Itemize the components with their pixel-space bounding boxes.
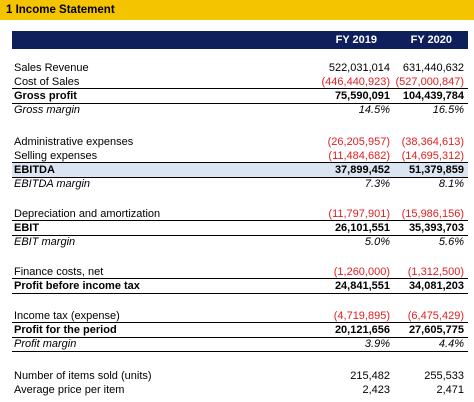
row-average-price: Average price per item 2,423 2,471 [12,383,468,397]
column-header-fy2020: FY 2020 [410,34,452,46]
value-fy2019: 2,423 [362,384,390,396]
value-fy2019: (4,719,895) [333,310,390,322]
value-fy2020: 104,439,784 [402,90,464,102]
value-fy2020: 4.4% [438,338,464,350]
value-fy2019: 7.3% [364,178,390,190]
row-cost-of-sales: Cost of Sales (446,440,923) (527,000,847… [12,75,468,89]
row-profit-before-tax: Profit before income tax 24,841,551 34,0… [12,278,468,294]
row-label: Profit before income tax [14,280,140,292]
value-fy2019: (1,260,000) [333,266,390,278]
row-profit-for-period: Profit for the period 20,121,656 27,605,… [12,322,468,338]
value-fy2020: (1,312,500) [407,266,464,278]
row-label: Finance costs, net [14,266,104,278]
value-fy2020: (14,695,312) [401,150,464,162]
row-administrative-expenses: Administrative expenses (26,205,957) (38… [12,135,468,149]
row-label: EBIT [14,222,40,234]
row-items-sold: Number of items sold (units) 215,482 255… [12,369,468,383]
row-label: EBIT margin [14,236,76,248]
row-label: EBITDA [14,164,55,176]
row-label: Depreciation and amortization [14,208,161,220]
value-fy2020: (38,364,613) [401,136,464,148]
value-fy2020: 16.5% [432,104,464,116]
row-label: Profit for the period [14,324,117,336]
column-header-fy2019: FY 2019 [335,34,377,46]
row-finance-costs: Finance costs, net (1,260,000) (1,312,50… [12,265,468,279]
row-ebitda-margin: EBITDA margin 7.3% 8.1% [12,177,468,191]
value-fy2019: 37,899,452 [334,164,390,176]
row-label: EBITDA margin [14,178,91,190]
value-fy2019: (446,440,923) [321,76,391,88]
value-fy2020: 255,533 [424,370,464,382]
row-label: Income tax (expense) [14,310,120,322]
row-label: Administrative expenses [14,136,134,148]
column-header-bar: FY 2019 FY 2020 [12,31,468,49]
value-fy2019: (26,205,957) [327,136,390,148]
value-fy2020: 27,605,775 [408,324,464,336]
value-fy2019: 215,482 [350,370,390,382]
value-fy2019: 5.0% [364,236,390,248]
value-fy2020: 8.1% [438,178,464,190]
row-gross-margin: Gross margin 14.5% 16.5% [12,103,468,117]
row-ebitda: EBITDA 37,899,452 51,379,859 [12,162,468,178]
value-fy2019: 14.5% [358,104,390,116]
row-label: Gross margin [14,104,81,116]
row-label: Cost of Sales [14,76,80,88]
row-profit-margin: Profit margin 3.9% 4.4% [12,337,468,352]
row-ebit-margin: EBIT margin 5.0% 5.6% [12,235,468,249]
value-fy2019: (11,484,682) [328,150,390,162]
value-fy2020: 2,471 [436,384,464,396]
value-fy2020: 631,440,632 [402,62,464,74]
row-income-tax: Income tax (expense) (4,719,895) (6,475,… [12,309,468,323]
value-fy2020: 5.6% [438,236,464,248]
value-fy2019: 24,841,551 [334,280,390,292]
row-label: Selling expenses [14,150,98,162]
row-label: Number of items sold (units) [14,370,152,382]
value-fy2019: 3.9% [364,338,390,350]
value-fy2019: 20,121,656 [334,324,390,336]
row-depreciation-amortization: Depreciation and amortization (11,797,90… [12,207,468,221]
row-ebit: EBIT 26,101,551 35,393,703 [12,220,468,236]
sheet-title: 1 Income Statement [0,0,474,20]
row-label: Gross profit [14,90,77,102]
value-fy2020: (15,986,156) [401,208,464,220]
value-fy2020: 35,393,703 [408,222,464,234]
row-label: Profit margin [14,338,77,350]
row-selling-expenses: Selling expenses (11,484,682) (14,695,31… [12,149,468,163]
value-fy2019: 75,590,091 [334,90,390,102]
value-fy2019: (11,797,901) [328,208,390,220]
row-label: Sales Revenue [14,62,89,74]
row-sales-revenue: Sales Revenue 522,031,014 631,440,632 [12,61,468,75]
value-fy2020: 34,081,203 [408,280,464,292]
row-gross-profit: Gross profit 75,590,091 104,439,784 [12,88,468,104]
row-label: Average price per item [14,384,125,396]
value-fy2020: 51,379,859 [408,164,464,176]
value-fy2019: 522,031,014 [328,62,390,74]
value-fy2020: (527,000,847) [395,76,465,88]
value-fy2020: (6,475,429) [407,310,464,322]
value-fy2019: 26,101,551 [334,222,390,234]
